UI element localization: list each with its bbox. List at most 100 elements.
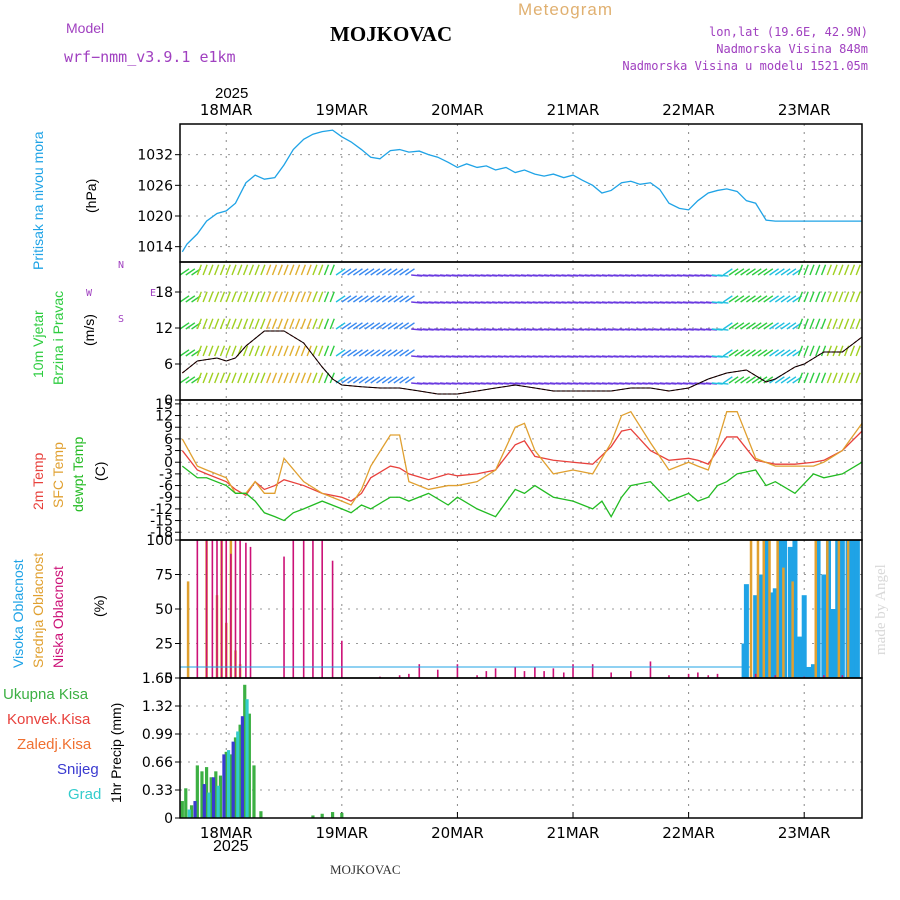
cloud-bar <box>810 664 816 678</box>
wind-arrow <box>393 268 404 276</box>
wind-arrow <box>855 291 861 303</box>
wind-arrow <box>734 349 745 357</box>
wind-arrow <box>335 349 346 357</box>
precip-bar <box>216 785 220 818</box>
wind-arrow <box>838 372 844 384</box>
cloud-bar <box>196 540 199 678</box>
precip-bar <box>193 801 197 818</box>
wind-arrow <box>832 345 838 357</box>
wind-arrow <box>740 295 751 303</box>
wind-arrow <box>844 318 850 330</box>
wind-arrow <box>740 322 751 330</box>
wind-arrow <box>347 295 358 303</box>
wind-arrow <box>393 376 404 384</box>
y-tick-label: -9 <box>159 490 173 506</box>
station-title: MOJKOVAC <box>330 22 453 46</box>
wind-arrow <box>266 264 272 276</box>
wind-arrow <box>780 376 791 384</box>
wind-arrow <box>826 345 832 357</box>
wind-arrow <box>318 318 324 330</box>
wind-arrow <box>341 268 352 276</box>
wind-arrow <box>358 268 369 276</box>
wind-arrow <box>728 295 739 303</box>
wind-arrow <box>341 322 352 330</box>
wind-arrow <box>231 372 237 384</box>
wind-arrow <box>254 264 260 276</box>
wind-arrow <box>185 322 196 330</box>
precip-bar <box>180 801 184 818</box>
wind-arrow <box>740 268 751 276</box>
precip-bar <box>214 771 218 818</box>
wind-arrow <box>347 349 358 357</box>
wind-arrow <box>202 291 208 303</box>
top-day-label: 18MAR <box>200 101 253 119</box>
wind-arrow <box>774 295 785 303</box>
wind-arrow <box>769 295 779 303</box>
cloud-bar <box>292 540 295 678</box>
wind-arrow <box>294 345 301 357</box>
wind-arrow <box>780 268 791 276</box>
wind-arrow <box>364 268 375 276</box>
precip-legend-snow: Snijeg <box>57 761 99 778</box>
wind-arrow <box>283 345 289 357</box>
wind-arrow <box>370 268 381 276</box>
wind-arrow <box>717 328 729 331</box>
wind-arrow <box>381 268 392 276</box>
y-tick-label: -12 <box>150 502 173 518</box>
cloud-bar <box>476 675 478 678</box>
wind-arrow <box>260 291 266 303</box>
cloud-bar <box>707 675 710 678</box>
wind-arrow <box>231 264 237 276</box>
cloud-bar <box>743 584 749 678</box>
wind-arrow <box>849 291 856 303</box>
wind-arrow <box>722 349 733 357</box>
cloud-bar <box>697 672 699 678</box>
wind-arrow <box>196 291 202 303</box>
y-tick-label: 0 <box>164 455 173 471</box>
cloud-bar <box>854 540 860 678</box>
wind-arrow <box>323 264 330 276</box>
precip-bar <box>200 771 204 818</box>
cloud-bar <box>398 675 401 678</box>
precip-bar <box>189 805 194 818</box>
wind-arrow <box>393 349 404 357</box>
wind-arrow <box>387 376 398 384</box>
wind-arrow <box>277 291 283 303</box>
wind-arrow <box>815 291 821 303</box>
wind-arrow <box>289 372 295 384</box>
cloud-bar <box>757 574 763 678</box>
bottom-day-label: 20MAR <box>431 824 484 842</box>
wind-arrow <box>347 376 358 384</box>
wind-arrow <box>208 264 214 276</box>
wind-arrow <box>202 318 208 330</box>
wind-arrow <box>347 322 358 330</box>
cloud-bar <box>523 671 526 678</box>
y-tick-label: 0 <box>164 393 173 409</box>
wind-arrow <box>815 345 821 357</box>
wind-arrow <box>751 322 762 330</box>
cloud-bar <box>792 540 798 678</box>
wind-arrow <box>855 318 861 330</box>
wind-arrow <box>219 291 226 303</box>
wind-arrow <box>196 264 202 276</box>
wind-arrow <box>196 372 202 384</box>
precip-bar <box>252 765 256 818</box>
wind-arrow <box>329 291 335 303</box>
cloud-bar <box>630 671 632 678</box>
wind-arrow <box>242 291 249 303</box>
year-bottom: 2025 <box>213 838 249 855</box>
wind-arrow <box>312 345 318 357</box>
wind-arrow <box>242 264 249 276</box>
wind-arrow <box>260 318 266 330</box>
wind-arrow <box>179 295 190 303</box>
precip-bar <box>202 784 206 818</box>
wind-arrow <box>797 372 804 384</box>
wind-arrow <box>780 349 791 357</box>
wind-arrow <box>260 372 266 384</box>
wind-arrow <box>849 372 856 384</box>
precip-legend-grad: Grad <box>68 786 102 803</box>
panel-frame-pressure <box>179 123 863 263</box>
precip-bar <box>229 754 233 818</box>
wind-arrow <box>370 295 381 303</box>
cloud-bar <box>552 668 555 678</box>
